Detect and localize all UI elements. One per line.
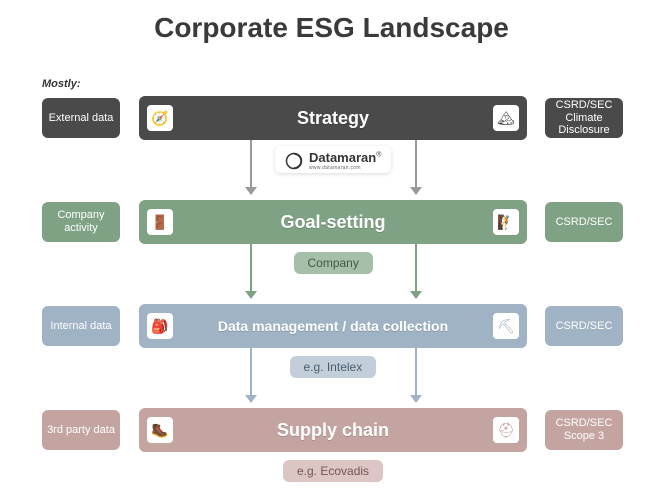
bar-title: Supply chain [277,421,389,440]
bar-title: Goal-setting [280,213,385,232]
bar-title: Data management / data collection [218,319,448,334]
helmet-icon: ⛑ [493,417,519,443]
backpack-icon: 🎒 [147,313,173,339]
brand-tagline: www.datamaran.com [309,165,381,171]
arrow-row-2-left [250,348,252,402]
arrow-row-0-right [415,140,417,194]
bar-strategy: Strategy 🧭 🏔 [139,96,527,140]
right-label-row-2: CSRD/SEC [545,306,623,346]
bar-title: Strategy [297,109,369,128]
sub-caption-row-1: Company [294,252,373,274]
bar-goal-setting: Goal-setting 🚪 🧗 [139,200,527,244]
right-label-row-0: CSRD/SEC Climate Disclosure [545,98,623,138]
left-label-row-1: Company activity [42,202,120,242]
door-icon: 🚪 [147,209,173,235]
brand-logo-datamaran: Datamaran®www.datamaran.com [275,146,391,173]
compass-icon: 🧭 [147,105,173,131]
left-label-row-2: Internal data [42,306,120,346]
climb-icon: 🧗 [493,209,519,235]
sub-caption-row-2: e.g. Intelex [290,356,377,378]
pickaxe-icon: ⛏ [493,313,519,339]
bar-data-management-data-collection: Data management / data collection 🎒 ⛏ [139,304,527,348]
sub-caption-row-3: e.g. Ecovadis [283,460,383,482]
page-title: Corporate ESG Landscape [0,0,663,44]
mountain-icon: 🏔 [493,105,519,131]
arrow-row-1-left [250,244,252,298]
left-label-row-3: 3rd party data [42,410,120,450]
left-label-row-0: External data [42,98,120,138]
mostly-label: Mostly: [42,78,81,90]
right-label-row-3: CSRD/SEC Scope 3 [545,410,623,450]
boot-icon: 🥾 [147,417,173,443]
brand-name: Datamaran® [309,150,381,165]
bar-supply-chain: Supply chain 🥾 ⛑ [139,408,527,452]
arrow-row-0-left [250,140,252,194]
right-label-row-1: CSRD/SEC [545,202,623,242]
arrow-row-1-right [415,244,417,298]
diagram-stage: Mostly: External data CSRD/SEC Climate Dis… [0,60,663,503]
arrow-row-2-right [415,348,417,402]
